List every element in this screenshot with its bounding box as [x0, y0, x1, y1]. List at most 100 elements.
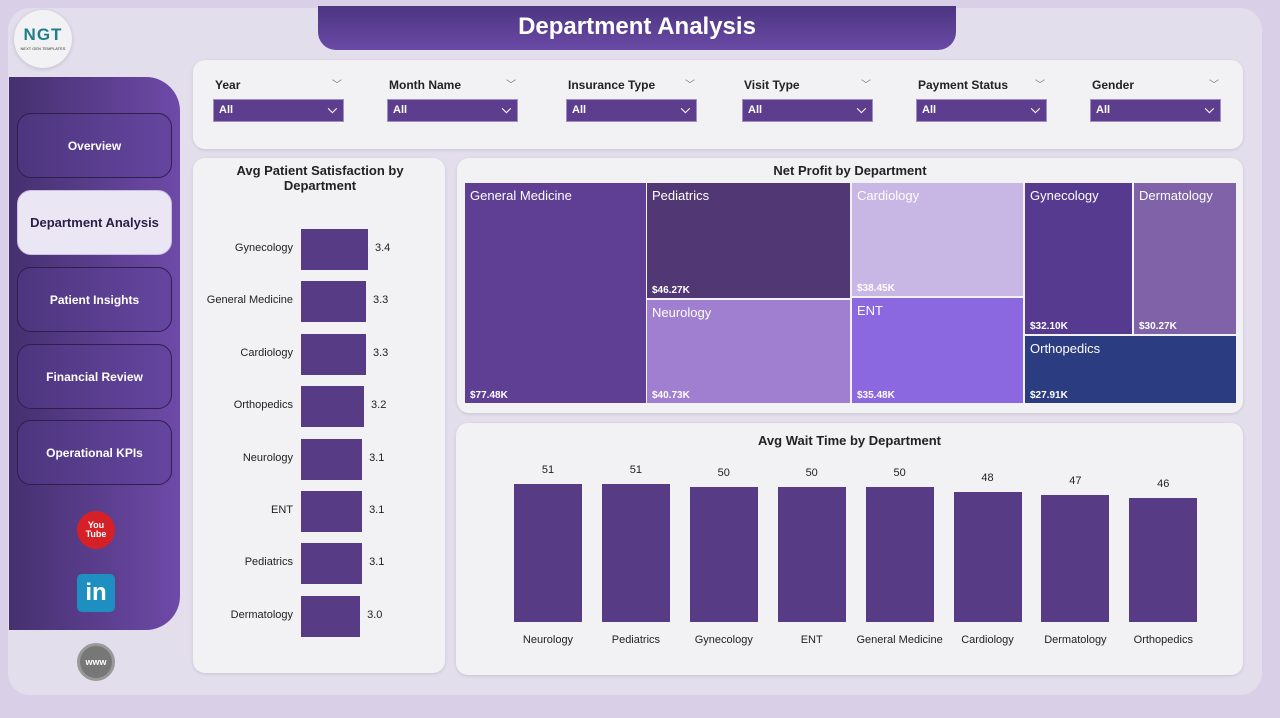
cell-label: Pediatrics	[652, 188, 710, 203]
data-label: 3.3	[373, 346, 389, 359]
nav-operational-kpis[interactable]: Operational KPIs	[17, 420, 172, 485]
category-label: Orthopedics	[1133, 634, 1193, 646]
data-label: 50	[893, 466, 906, 479]
chevron-down-icon[interactable]: ﹀	[1035, 80, 1045, 91]
net-profit-chart-title: Net Profit by Department	[773, 163, 927, 178]
data-label: 3.1	[369, 504, 385, 516]
category-label: Orthopedics	[233, 399, 293, 412]
linkedin-icon[interactable]: in	[77, 574, 115, 612]
chevron-down-icon[interactable]: ﹀	[506, 80, 516, 91]
cell-value: $32.10K	[1030, 321, 1068, 332]
bar[interactable]	[301, 491, 363, 532]
data-label: 46	[1157, 477, 1170, 490]
category-label: Dermatology	[1044, 634, 1107, 646]
category-label: Gynecology	[234, 242, 293, 254]
filter-dropdown[interactable]: All ⌵	[566, 99, 697, 122]
chevron-down-icon[interactable]: ﹀	[861, 80, 871, 91]
chevron-down-icon: ⌵	[1204, 102, 1214, 116]
data-label: 3.0	[367, 608, 383, 621]
filter-dropdown[interactable]: All ⌵	[1090, 99, 1221, 122]
cell-value: $46.27K	[652, 285, 690, 296]
bar[interactable]	[1129, 497, 1198, 622]
bar[interactable]	[301, 333, 366, 375]
category-label: Pediatrics	[244, 556, 293, 569]
bar[interactable]	[514, 483, 582, 622]
filter-label: Gender	[1092, 78, 1135, 92]
cell-label: Orthopedics	[1030, 341, 1101, 356]
page-title: Department Analysis	[318, 6, 956, 50]
bar[interactable]	[777, 486, 846, 622]
filter-dropdown[interactable]: All ⌵	[213, 99, 344, 122]
dropdown-value: All	[393, 104, 408, 116]
treemap-cell[interactable]: Dermatology $30.27K	[1134, 183, 1236, 334]
data-label: 3.4	[374, 242, 391, 254]
category-label: ENT	[800, 634, 823, 646]
wait-time-chart-title: Avg Wait Time by Department	[758, 433, 941, 448]
filter-dropdown[interactable]: All ⌵	[742, 99, 873, 122]
chevron-down-icon: ⌵	[501, 102, 511, 116]
treemap-cell[interactable]: Pediatrics $46.27K	[647, 183, 850, 298]
bar[interactable]	[953, 492, 1022, 622]
data-label: 50	[805, 466, 818, 479]
globe-www-icon[interactable]: www	[77, 643, 115, 681]
treemap-cell[interactable]: Cardiology $38.45K	[852, 183, 1023, 296]
filter-label: Insurance Type	[568, 78, 656, 92]
bar[interactable]	[689, 486, 758, 622]
category-label: Dermatology	[230, 608, 293, 621]
wait-time-panel	[456, 423, 1243, 675]
treemap-cell[interactable]: Orthopedics $27.91K	[1025, 336, 1236, 403]
youtube-icon[interactable]: You Tube	[77, 511, 115, 549]
category-label: Gynecology	[694, 634, 753, 646]
bar[interactable]	[601, 483, 670, 622]
nav-department-analysis[interactable]: Department Analysis	[17, 190, 172, 255]
bar[interactable]	[301, 229, 368, 270]
data-label: 51	[629, 463, 643, 476]
category-label: General Medicine	[206, 294, 293, 307]
filter-dropdown[interactable]: All ⌵	[387, 99, 518, 122]
treemap-cell[interactable]: Gynecology $32.10K	[1025, 183, 1132, 334]
nav-financial-review[interactable]: Financial Review	[17, 344, 172, 409]
bar[interactable]	[301, 386, 365, 428]
bar[interactable]	[301, 595, 361, 637]
cell-value: $27.91K	[1030, 390, 1068, 401]
cell-label: Neurology	[652, 305, 712, 320]
category-label: General Medicine	[856, 634, 943, 646]
bar[interactable]	[301, 543, 363, 585]
chevron-down-icon: ⌵	[680, 102, 690, 116]
cell-value: $77.48K	[470, 390, 508, 401]
cell-label: Cardiology	[857, 188, 920, 203]
cell-label: Gynecology	[1030, 188, 1099, 203]
cell-value: $35.48K	[857, 390, 895, 401]
filter-label: Payment Status	[918, 78, 1009, 92]
filter-label: Year	[215, 78, 241, 92]
bar[interactable]	[865, 486, 934, 622]
chevron-down-icon[interactable]: ﹀	[332, 80, 342, 91]
chevron-down-icon[interactable]: ﹀	[1209, 80, 1219, 91]
bar[interactable]	[301, 281, 366, 323]
category-label: Pediatrics	[611, 634, 661, 646]
bar[interactable]	[301, 438, 363, 480]
chevron-down-icon: ⌵	[327, 102, 337, 116]
treemap-cell[interactable]: Neurology $40.73K	[647, 300, 850, 403]
treemap-cell[interactable]: ENT $35.48K	[852, 298, 1023, 403]
treemap-cell[interactable]: General Medicine $77.48K	[465, 183, 646, 403]
satisfaction-chart-title: Avg Patient Satisfaction by Department	[236, 163, 404, 193]
chevron-down-icon: ⌵	[856, 102, 866, 116]
data-label: 3.1	[369, 556, 385, 569]
data-label: 3.1	[369, 451, 385, 464]
nav-overview[interactable]: Overview	[17, 113, 172, 178]
dropdown-value: All	[572, 104, 587, 116]
filter-label: Visit Type	[744, 78, 800, 92]
chevron-down-icon[interactable]: ﹀	[685, 80, 695, 91]
category-label: Neurology	[522, 634, 574, 646]
bar[interactable]	[1041, 494, 1110, 622]
nav-patient-insights[interactable]: Patient Insights	[17, 267, 172, 332]
cell-value: $38.45K	[857, 283, 895, 294]
data-label: 3.3	[373, 294, 389, 307]
data-label: 48	[981, 472, 994, 485]
dropdown-value: All	[748, 104, 763, 116]
data-label: 51	[541, 463, 555, 476]
cell-label: Dermatology	[1139, 188, 1213, 203]
filter-dropdown[interactable]: All ⌵	[916, 99, 1047, 122]
logo: NGT NEXT GEN TEMPLATES	[14, 10, 72, 68]
